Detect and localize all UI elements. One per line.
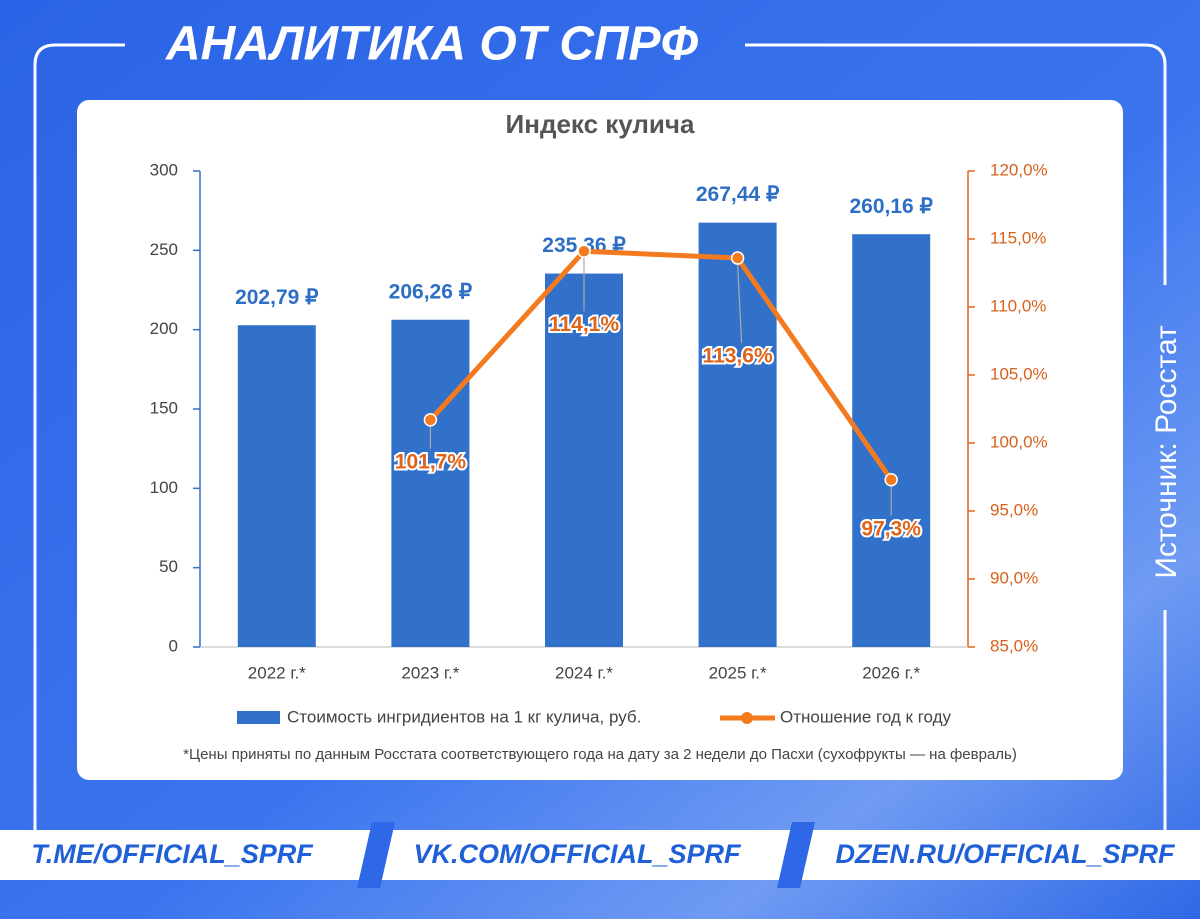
line-value-label: 101,7% (395, 450, 467, 473)
footer-link[interactable]: T.ME/OFFICIAL_SPRF (31, 839, 314, 869)
y2-tick-label: 95,0% (990, 500, 1038, 519)
footnote: *Цены приняты по данным Росстата соответ… (183, 746, 1017, 763)
line-marker (884, 472, 898, 487)
plot: 0 50 100 150 200 250 300 85,0% 90,0% 95,0% 100,0% 1… (150, 160, 1048, 726)
legend-label: Стоимость ингридиентов на 1 кг кулича, р… (287, 707, 641, 726)
bar (391, 319, 470, 647)
legend-swatch (741, 712, 753, 724)
line-value-label: 114,1% (549, 313, 619, 336)
bar-value-label: 260,16 ₽ (849, 195, 933, 218)
y2-tick-label: 120,0% (990, 160, 1048, 179)
x-tick-label: 2025 г.* (709, 663, 767, 682)
footer-separator (357, 822, 395, 888)
footer-link[interactable]: VK.COM/OFFICIAL_SPRF (413, 839, 742, 869)
line-value-label: 97,3% (861, 517, 921, 540)
line-value-label: 113,6% (703, 345, 773, 368)
legend-label: Отношение год к году (780, 707, 952, 726)
x-tick-label: 2023 г.* (401, 663, 459, 682)
y2-tick-label: 110,0% (990, 296, 1046, 315)
bar (698, 222, 777, 647)
y-tick-label: 300 (150, 160, 178, 179)
frame (33, 43, 1167, 830)
y-tick-label: 0 (169, 636, 178, 655)
y-tick-label: 250 (150, 240, 178, 259)
bar (545, 273, 623, 647)
x-tick-label: 2026 г.* (862, 663, 920, 682)
chart-title: Индекс кулича (506, 109, 695, 139)
y2-tick-label: 100,0% (990, 432, 1048, 451)
line-marker (423, 413, 438, 427)
y-tick-label: 150 (150, 398, 178, 417)
x-tick-label: 2024 г.* (555, 663, 613, 682)
bar-value-label: 206,26 ₽ (389, 280, 473, 303)
footer-band (0, 830, 1200, 880)
y2-tick-label: 115,0% (990, 228, 1046, 247)
header-title: АНАЛИТИКА ОТ СПРФ (165, 18, 699, 71)
y-tick-label: 50 (159, 557, 178, 576)
y2-tick-label: 85,0% (990, 636, 1038, 655)
bar-value-label: 202,79 ₽ (235, 286, 319, 309)
leader-line (737, 264, 743, 344)
legend-swatch (237, 711, 280, 724)
line-marker (730, 251, 745, 265)
y2-tick-label: 90,0% (990, 568, 1038, 587)
y-tick-label: 200 (150, 319, 178, 338)
y-tick-label: 100 (150, 478, 178, 497)
y2-tick-label: 105,0% (990, 364, 1048, 383)
bar-value-label: 267,44 ₽ (696, 183, 780, 206)
footer-link[interactable]: DZEN.RU/OFFICIAL_SPRF (835, 839, 1176, 869)
line-marker (577, 244, 591, 258)
bar (237, 325, 316, 647)
line (428, 248, 894, 482)
x-tick-label: 2022 г.* (248, 663, 306, 682)
footer-separator (777, 822, 815, 888)
source: Источник: Росстат (1150, 325, 1183, 579)
